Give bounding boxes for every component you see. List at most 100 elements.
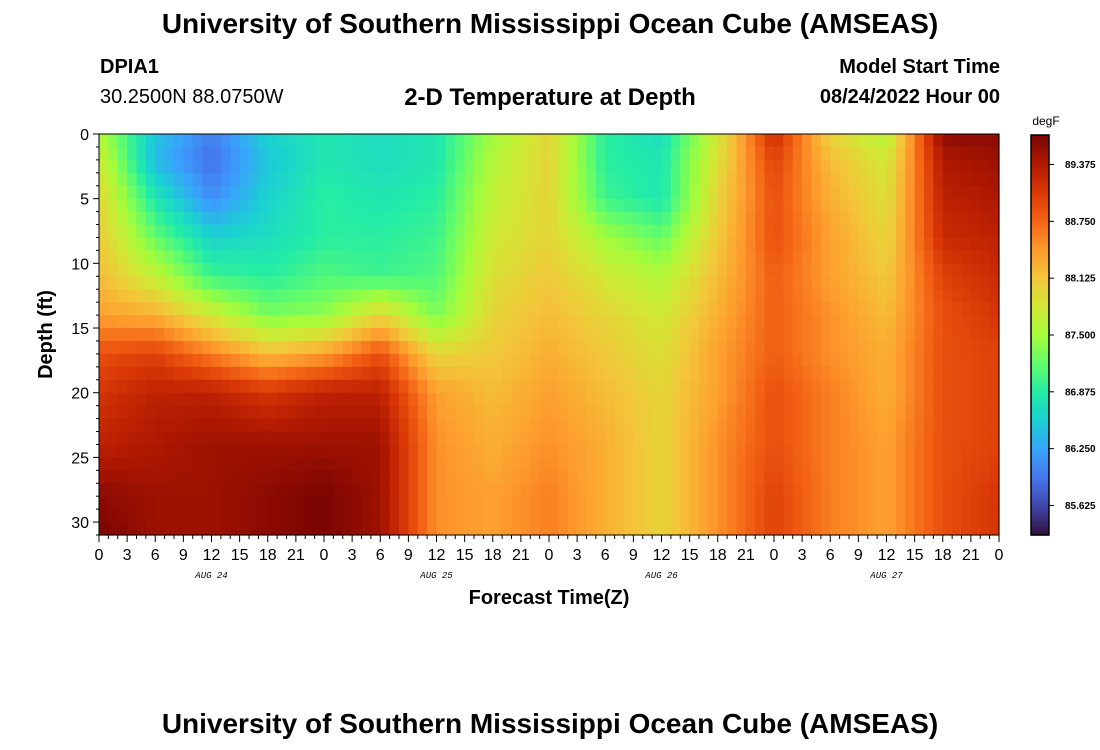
heatmap-cell — [849, 302, 859, 316]
heatmap-cell — [389, 250, 400, 264]
heatmap-cell — [305, 418, 316, 433]
colorbar-segment — [1031, 347, 1049, 350]
heatmap-cell — [230, 509, 241, 523]
x-tick-label: 18 — [709, 547, 727, 564]
heatmap-cell — [155, 263, 166, 277]
heatmap-cell — [202, 470, 213, 484]
heatmap-cell — [586, 315, 597, 329]
colorbar-segment — [1031, 493, 1049, 496]
heatmap-cell — [305, 250, 316, 264]
heatmap-cell — [230, 457, 241, 471]
heatmap-cell — [877, 366, 888, 381]
heatmap-cell — [577, 328, 588, 342]
heatmap-cell — [755, 134, 766, 148]
heatmap-cell — [970, 159, 981, 174]
heatmap-cell — [108, 146, 119, 161]
heatmap-cell — [511, 289, 522, 303]
heatmap-cell — [924, 198, 934, 213]
heatmap-cell — [595, 483, 606, 497]
heatmap-cell — [764, 224, 775, 239]
colorbar-segment — [1031, 307, 1049, 310]
heatmap-cell — [267, 146, 278, 161]
heatmap-cell — [783, 146, 794, 161]
heatmap-cell — [961, 392, 972, 407]
heatmap-cell — [764, 353, 775, 368]
heatmap-cell — [408, 224, 419, 239]
heatmap-cell — [370, 379, 381, 394]
heatmap-cell — [792, 496, 803, 510]
heatmap-cell — [117, 483, 128, 497]
heatmap-cell — [802, 470, 813, 484]
heatmap-cell — [239, 509, 250, 523]
heatmap-cell — [370, 366, 381, 381]
x-tick-label: 15 — [906, 547, 924, 564]
colorbar-segment — [1031, 257, 1049, 260]
heatmap-cell — [474, 237, 484, 252]
heatmap-cell — [305, 483, 316, 497]
heatmap-cell — [399, 198, 409, 213]
heatmap-cell — [961, 483, 972, 497]
heatmap-cell — [136, 431, 147, 446]
heatmap-cell — [989, 224, 1000, 239]
heatmap-cell — [295, 315, 306, 329]
colorbar-segment — [1031, 353, 1049, 356]
heatmap-cell — [314, 134, 325, 148]
heatmap-cell — [408, 418, 419, 433]
heatmap-cell — [905, 392, 916, 407]
heatmap-cell — [905, 289, 916, 303]
colorbar-segment — [1031, 393, 1049, 396]
heatmap-cell — [474, 431, 484, 446]
heatmap-cell — [849, 379, 859, 394]
heatmap-cell — [511, 470, 522, 484]
heatmap-cell — [520, 522, 531, 536]
heatmap-cell — [277, 302, 288, 316]
colorbar-segment — [1031, 359, 1049, 362]
colorbar-segment — [1031, 231, 1049, 234]
heatmap-cell — [586, 392, 597, 407]
heatmap-cell — [539, 405, 550, 420]
heatmap-cell — [914, 431, 925, 446]
heatmap-cell — [127, 198, 138, 213]
heatmap-cell — [155, 431, 166, 446]
heatmap-cell — [624, 444, 634, 458]
heatmap-cell — [886, 237, 897, 252]
heatmap-cell — [192, 185, 203, 200]
heatmap-cell — [783, 340, 794, 355]
heatmap-cell — [136, 263, 147, 277]
heatmap-cell — [567, 224, 578, 239]
heatmap-cell — [849, 198, 859, 213]
heatmap-cell — [511, 172, 522, 187]
heatmap-cell — [127, 353, 138, 368]
heatmap-cell — [174, 172, 184, 187]
heatmap-cell — [858, 366, 869, 381]
heatmap-cell — [689, 470, 700, 484]
heatmap-cell — [174, 237, 184, 252]
heatmap-cell — [680, 224, 691, 239]
heatmap-cell — [699, 134, 709, 148]
heatmap-cell — [389, 237, 400, 252]
heatmap-cell — [249, 392, 259, 407]
heatmap-cell — [727, 522, 738, 536]
heatmap-cell — [492, 444, 503, 458]
heatmap-cell — [389, 134, 400, 148]
heatmap-cell — [352, 159, 363, 174]
heatmap-cell — [924, 496, 934, 510]
heatmap-cell — [980, 211, 991, 226]
colorbar-segment — [1031, 479, 1049, 482]
heatmap-cell — [342, 211, 353, 226]
heatmap-cell — [924, 134, 934, 148]
heatmap-cell — [586, 250, 597, 264]
heatmap-cell — [567, 146, 578, 161]
heatmap-cell — [755, 431, 766, 446]
colorbar-segment — [1031, 195, 1049, 198]
heatmap-cell — [745, 392, 756, 407]
heatmap-cell — [764, 431, 775, 446]
heatmap-cell — [661, 146, 672, 161]
heatmap-cell — [417, 340, 428, 355]
heatmap-cell — [895, 159, 906, 174]
heatmap-cell — [567, 159, 578, 174]
heatmap-cell — [445, 483, 456, 497]
heatmap-cell — [905, 185, 916, 200]
heatmap-cell — [333, 172, 344, 187]
heatmap-cell — [361, 379, 372, 394]
